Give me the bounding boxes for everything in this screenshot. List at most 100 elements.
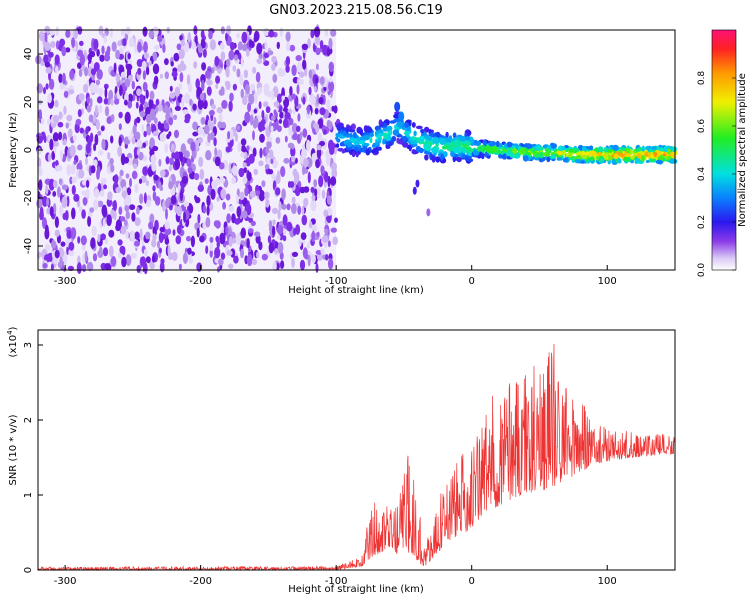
noise-blob	[207, 132, 211, 143]
ridge-cell	[402, 141, 409, 148]
noise-blob	[209, 242, 214, 252]
noise-blob	[117, 239, 121, 245]
ridge-cell	[634, 148, 642, 152]
noise-blob	[271, 115, 276, 121]
noise-blob	[89, 97, 93, 108]
noise-blob	[52, 191, 57, 197]
noise-blob	[326, 48, 331, 57]
noise-blob	[187, 247, 192, 255]
ridge-cell	[382, 126, 389, 132]
noise-blob	[175, 235, 182, 245]
noise-blob	[291, 196, 296, 204]
noise-blob	[164, 58, 169, 66]
noise-blob	[184, 118, 190, 124]
ridge-cell	[374, 146, 379, 154]
noise-blob	[145, 256, 151, 264]
ridge-cell	[359, 128, 364, 136]
noise-blob	[73, 28, 78, 40]
ridge-feature	[398, 111, 405, 122]
noise-blob	[241, 31, 248, 44]
noise-blob	[226, 68, 230, 78]
noise-blob	[71, 185, 76, 195]
ridge-cell	[355, 151, 359, 158]
noise-blob	[256, 42, 263, 55]
x-tick-label: 0	[469, 276, 475, 287]
spectrogram-x-axis-label: Height of straight line (km)	[288, 285, 424, 296]
noise-blob	[265, 198, 270, 208]
noise-blob	[138, 178, 143, 184]
noise-blob	[234, 132, 238, 142]
ridge-cell	[447, 144, 454, 152]
noise-blob	[215, 235, 220, 243]
noise-blob	[291, 203, 297, 215]
noise-blob	[328, 80, 335, 93]
noise-blob	[275, 187, 281, 196]
noise-blob	[313, 26, 321, 38]
ridge-cell	[346, 125, 353, 130]
noise-blob	[159, 226, 165, 233]
noise-blob	[94, 134, 99, 146]
noise-blob	[228, 263, 234, 269]
noise-blob	[123, 219, 128, 227]
noise-blob	[326, 99, 331, 109]
noise-blob	[219, 62, 224, 68]
noise-blob	[193, 61, 198, 69]
noise-blob	[103, 98, 109, 105]
noise-blob	[258, 52, 263, 60]
noise-blob	[253, 117, 259, 128]
ridge-cell	[653, 151, 658, 158]
ridge-cell	[382, 139, 386, 145]
noise-blob	[252, 130, 255, 141]
noise-blob	[324, 28, 329, 37]
noise-blob	[276, 41, 280, 50]
noise-blob	[174, 86, 180, 98]
ridge-cell	[544, 147, 549, 152]
noise-blob	[66, 195, 70, 207]
noise-blob	[58, 73, 63, 84]
noise-blob	[169, 92, 176, 99]
noise-blob	[234, 54, 238, 61]
noise-blob	[136, 59, 143, 67]
noise-blob	[153, 174, 159, 181]
ridge-feature	[412, 186, 417, 195]
noise-blob	[266, 136, 273, 142]
noise-blob	[306, 242, 311, 249]
x-tick-label: -200	[189, 576, 212, 587]
noise-blob	[174, 129, 179, 139]
noise-blob	[136, 148, 140, 156]
noise-blob	[228, 100, 233, 112]
noise-blob	[248, 93, 255, 105]
noise-blob	[151, 162, 157, 172]
noise-blob	[258, 160, 264, 167]
noise-blob	[43, 87, 46, 95]
noise-blob	[107, 191, 113, 201]
noise-blob	[145, 66, 150, 76]
noise-blob	[125, 254, 132, 266]
noise-blob	[81, 264, 87, 273]
noise-blob	[248, 153, 255, 164]
noise-blob	[163, 123, 170, 130]
noise-blob	[123, 186, 126, 193]
noise-blob	[129, 230, 135, 242]
noise-blob	[97, 234, 101, 243]
snr-x-axis-label: Height of straight line (km)	[288, 584, 424, 595]
ridge-cell	[353, 131, 357, 138]
noise-blob	[164, 237, 170, 245]
noise-blob	[89, 82, 96, 94]
noise-blob	[180, 39, 185, 47]
noise-blob	[169, 204, 173, 211]
noise-blob	[210, 188, 216, 200]
noise-blob	[280, 166, 286, 178]
noise-blob	[291, 251, 299, 257]
noise-blob	[38, 30, 45, 42]
x-tick-label: -300	[54, 276, 77, 287]
noise-blob	[215, 220, 221, 229]
noise-blob	[99, 54, 105, 62]
noise-blob	[199, 168, 205, 181]
noise-blob	[302, 59, 307, 70]
noise-blob	[108, 229, 115, 238]
noise-blob	[152, 63, 160, 75]
noise-blob	[132, 124, 137, 136]
noise-blob	[246, 145, 250, 152]
